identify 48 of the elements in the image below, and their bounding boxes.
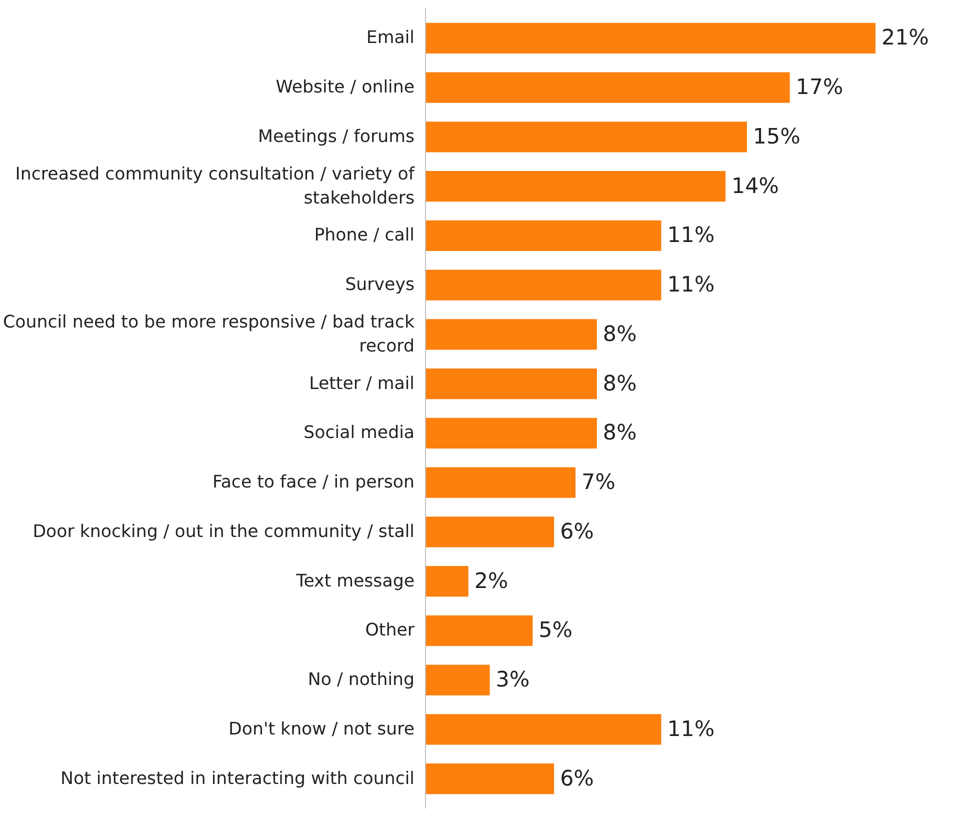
bar [426,714,662,745]
data-label: 14% [732,174,779,199]
y-tick-label: Door knocking / out in the community / stall [32,522,415,542]
bar [426,764,554,794]
bar [426,319,597,350]
data-label: 6% [560,766,594,792]
y-tick-label: Social media [304,423,415,444]
bar [426,170,726,202]
bar [426,566,468,597]
data-label: 8% [602,322,637,347]
data-label: 8% [602,420,637,446]
bar [426,220,662,251]
bar [426,615,533,646]
y-tick-label: Website / online [276,78,415,98]
data-label: 21% [882,26,929,51]
data-label: 8% [602,371,637,396]
y-tick-label: Meetings / forums [258,126,415,147]
y-tick-label: No / nothing [308,670,415,690]
y-tick-label: Not interested in interacting with council [60,768,415,789]
bar [426,516,554,548]
y-tick-label: Council need to be more responsive / bad track record [3,312,415,356]
y-tick-label: Surveys [345,275,415,296]
y-tick-label: Don't know / not sure [228,719,415,740]
bar [426,122,747,152]
data-label: 5% [538,618,572,644]
data-label: 11% [667,272,715,298]
bar [426,368,597,400]
data-label: 6% [560,519,594,544]
bar [426,22,876,54]
bar [426,270,662,300]
data-label: 15% [752,124,800,150]
bar [426,418,597,448]
y-tick-label: Text message [295,571,415,592]
data-label: 7% [582,470,616,496]
data-label: 17% [796,75,844,100]
y-tick-label: Phone / call [314,226,415,246]
y-tick-label: Email [366,28,415,48]
bar [426,467,576,498]
bar [426,72,790,103]
data-label: 2% [474,568,508,594]
bar [426,664,490,696]
data-label: 11% [667,223,715,248]
data-label: 3% [496,668,530,693]
y-tick-label: Letter / mail [309,374,415,394]
y-tick-label: Face to face / in person [212,472,415,493]
data-label: 11% [667,716,715,742]
y-tick-label: Increased community consultation / variety of stakeholders [15,164,416,208]
y-tick-label: Other [365,620,416,641]
